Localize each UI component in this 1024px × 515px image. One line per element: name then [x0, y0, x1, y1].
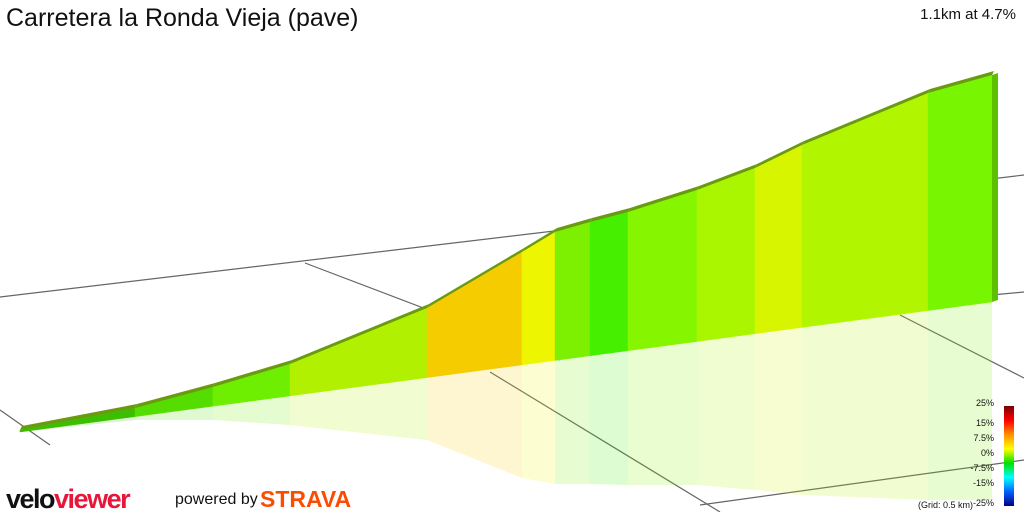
legend-label: 15% — [975, 418, 994, 428]
legend-label: 7.5% — [973, 433, 994, 443]
profile-segment — [801, 92, 929, 328]
profile-top-edge — [290, 304, 429, 364]
profile-top-edge — [590, 208, 630, 222]
profile-top-edge — [802, 89, 930, 145]
profile-top-edge — [135, 383, 215, 408]
logo-viewer: viewer — [54, 484, 131, 514]
profile-reflection-segment — [628, 341, 697, 485]
profile-segment — [589, 211, 629, 357]
profile-end-face — [992, 73, 998, 302]
profile-reflection-segment — [290, 377, 427, 440]
profile-top-edge — [755, 141, 804, 168]
profile-reflection-segment — [697, 333, 755, 490]
profile-reflection-segment — [522, 360, 555, 484]
legend-label: -15% — [972, 478, 994, 488]
profile-top-edge — [628, 186, 699, 212]
veloviewer-logo[interactable]: veloviewer — [6, 484, 131, 515]
gradient-legend: 25% 15% 7.5% 0% -7.5% -15% -25% — [970, 398, 1018, 510]
profile-top-edge — [697, 164, 757, 190]
legend-label: 0% — [980, 448, 994, 458]
profile-reflection-segment — [555, 355, 590, 484]
strava-logo[interactable]: STRAVA — [260, 486, 352, 512]
legend-label: -7.5% — [970, 463, 994, 473]
grid-scale-label: (Grid: 0.5 km) — [918, 500, 974, 510]
grid-line — [489, 371, 721, 512]
profile-top-edge — [928, 71, 994, 93]
segment-title: Carretera la Ronda Vieja (pave) — [6, 4, 359, 32]
profile-reflection-segment — [427, 364, 522, 478]
legend-label: 25% — [975, 398, 994, 408]
profile-segment — [521, 231, 556, 366]
grid-line — [699, 459, 1024, 506]
profile-reflection-segment — [802, 310, 928, 500]
logo-velo: velo — [6, 484, 56, 514]
profile-top-edge — [213, 360, 292, 387]
profile-segment — [426, 251, 523, 378]
profile-reflection-segment — [135, 406, 213, 420]
profile-segment — [696, 167, 756, 342]
profile-reflection-segment — [755, 327, 802, 495]
profile-top-edge — [20, 404, 137, 430]
legend-label: -25% — [972, 498, 994, 508]
profile-reflection-segment — [213, 395, 290, 425]
profile-segment — [627, 189, 698, 351]
profile-segment — [927, 74, 993, 311]
profile-segment — [754, 144, 803, 334]
gradient-color-bar — [1004, 406, 1014, 506]
profile-reflection-segment — [590, 350, 628, 485]
profile-top-edge — [427, 248, 524, 308]
segment-summary: 1.1km at 4.7% — [920, 6, 1016, 23]
grid-line — [899, 314, 1024, 379]
profile-segment — [554, 221, 591, 361]
profile-top-edge — [555, 218, 592, 232]
profile-reflection-segment — [928, 302, 992, 500]
powered-by-text: powered by — [175, 491, 258, 508]
profile-top-edge — [522, 228, 557, 252]
